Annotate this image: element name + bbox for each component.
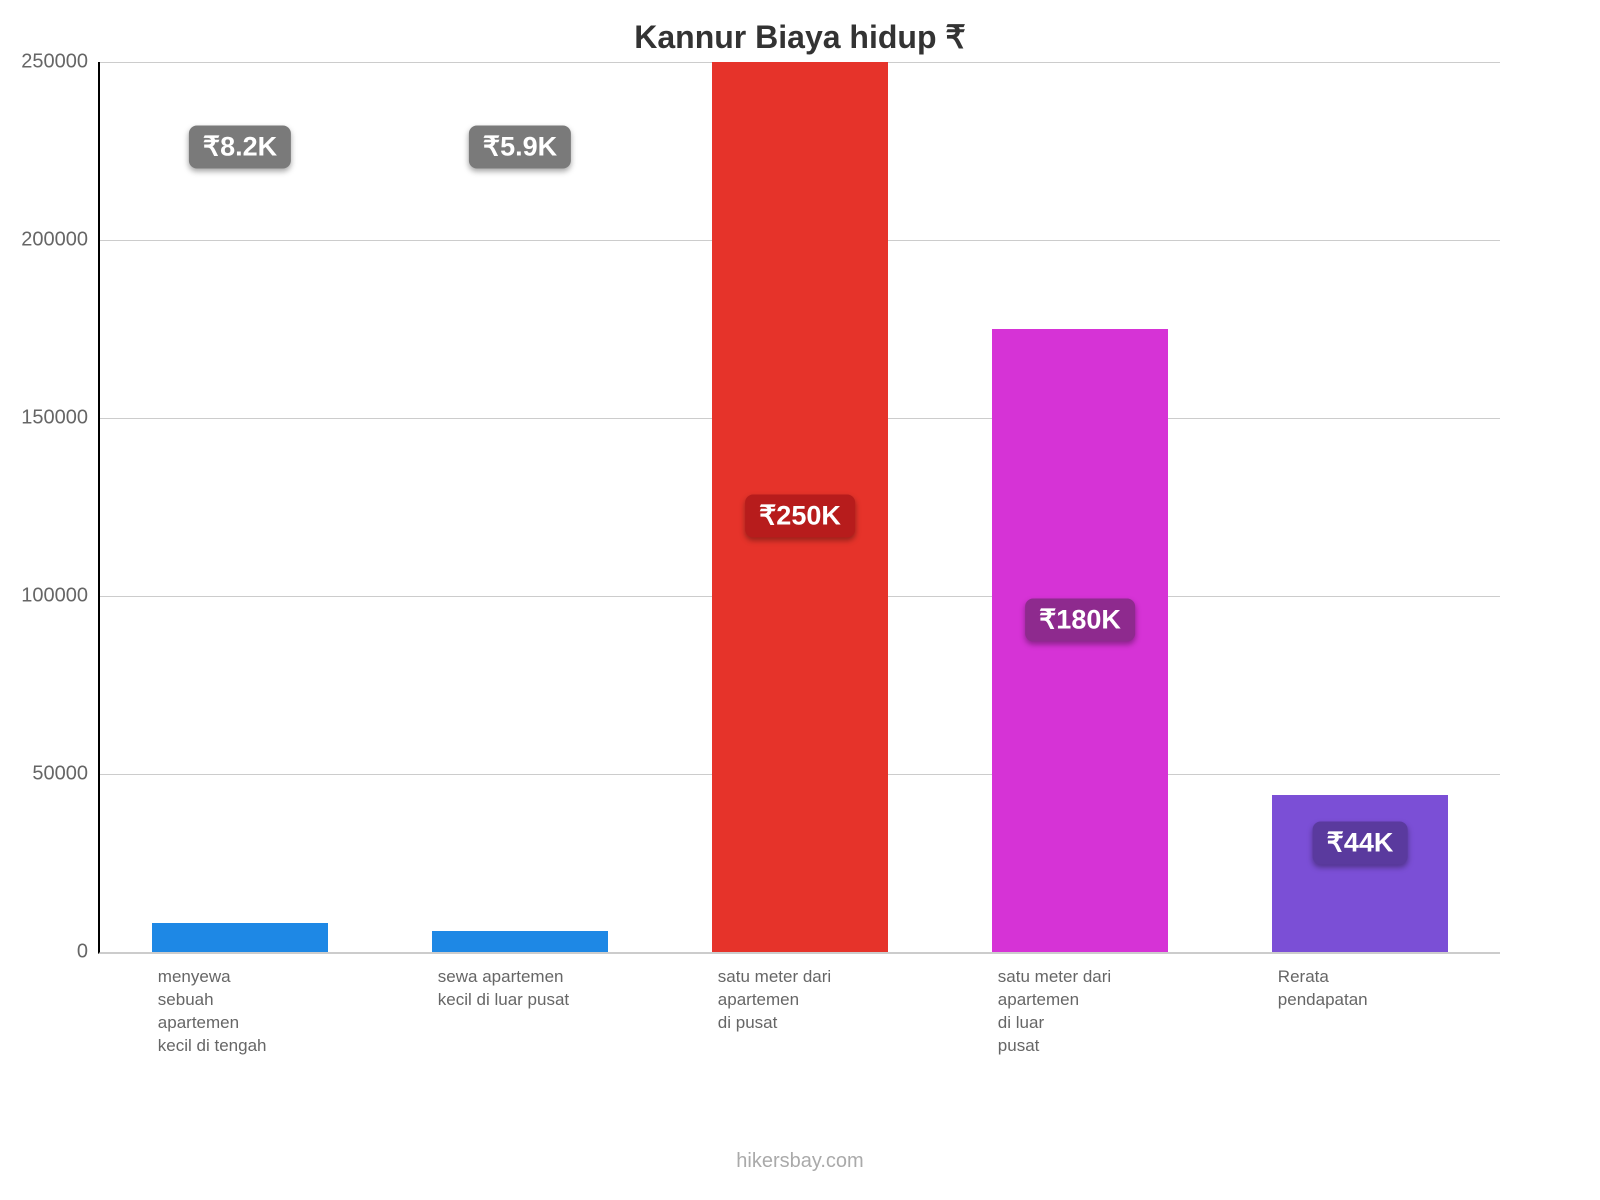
x-category-label: satu meter dari apartemen di pusat [718, 966, 831, 1035]
y-tick-label: 150000 [21, 407, 100, 430]
footer-credit: hikersbay.com [0, 1150, 1600, 1173]
cost-of-living-chart: Kannur Biaya hidup ₹ 0500001000001500002… [0, 0, 1600, 1200]
y-tick-label: 0 [77, 941, 100, 964]
plot-area: 050000100000150000200000250000₹8.2Kmenye… [98, 62, 1500, 954]
bar-value-label: ₹250K [745, 494, 855, 537]
bar [432, 931, 608, 952]
bar-value-label: ₹180K [1025, 599, 1135, 642]
bar [152, 923, 328, 952]
y-tick-label: 100000 [21, 585, 100, 608]
x-category-label: Rerata pendapatan [1278, 966, 1368, 1012]
y-tick-label: 250000 [21, 51, 100, 74]
x-category-label: satu meter dari apartemen di luar pusat [998, 966, 1111, 1058]
chart-title: Kannur Biaya hidup ₹ [0, 18, 1600, 56]
y-tick-label: 200000 [21, 229, 100, 252]
bar-value-label: ₹8.2K [189, 125, 291, 168]
bar-value-label: ₹44K [1313, 822, 1408, 865]
bar-value-label: ₹5.9K [469, 125, 571, 168]
y-tick-label: 50000 [32, 763, 100, 786]
x-category-label: menyewa sebuah apartemen kecil di tengah [158, 966, 267, 1058]
x-category-label: sewa apartemen kecil di luar pusat [438, 966, 569, 1012]
bar [1272, 795, 1448, 952]
